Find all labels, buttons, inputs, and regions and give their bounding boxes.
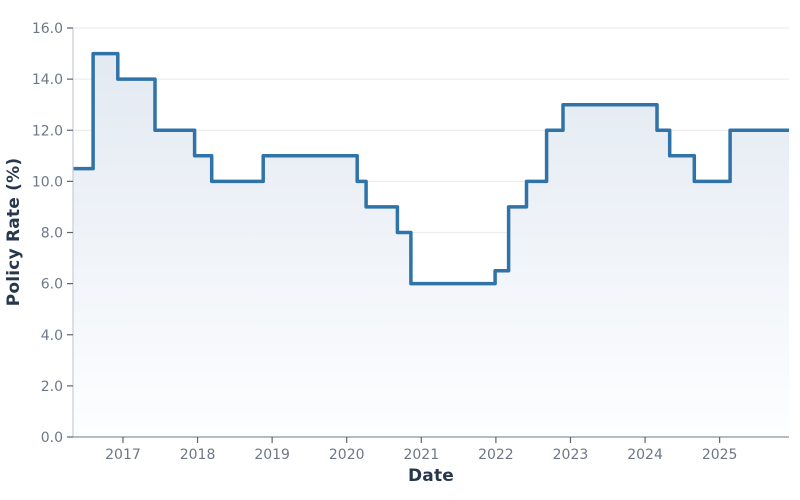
- x-tick-label: 2017: [105, 447, 141, 463]
- x-tick-label: 2018: [180, 447, 216, 463]
- x-axis-title: Date: [407, 466, 455, 486]
- y-tick-label: 0.0: [41, 430, 63, 446]
- y-tick-label: 8.0: [41, 226, 63, 242]
- y-tick-label: 2.0: [41, 379, 63, 395]
- y-tick-label: 4.0: [41, 328, 63, 344]
- y-tick-label: 6.0: [41, 277, 63, 293]
- x-tick-label: 2025: [702, 447, 738, 463]
- y-tick-label: 14.0: [32, 72, 63, 88]
- x-tick-label: 2020: [329, 447, 365, 463]
- x-tick-label: 2023: [553, 447, 589, 463]
- x-tick-label: 2021: [403, 447, 439, 463]
- policy-rate-step-line: [73, 51, 789, 286]
- y-tick-label: 10.0: [32, 174, 63, 190]
- y-tick-label: 12.0: [32, 123, 63, 139]
- y-axis-title-text: Policy Rate (%): [4, 157, 24, 307]
- x-tick-label: 2022: [478, 447, 514, 463]
- x-tick-label: 2024: [627, 447, 663, 463]
- x-tick-label: 2019: [254, 447, 290, 463]
- policy-rate-area: [73, 53, 789, 437]
- y-tick-label: 16.0: [32, 21, 63, 37]
